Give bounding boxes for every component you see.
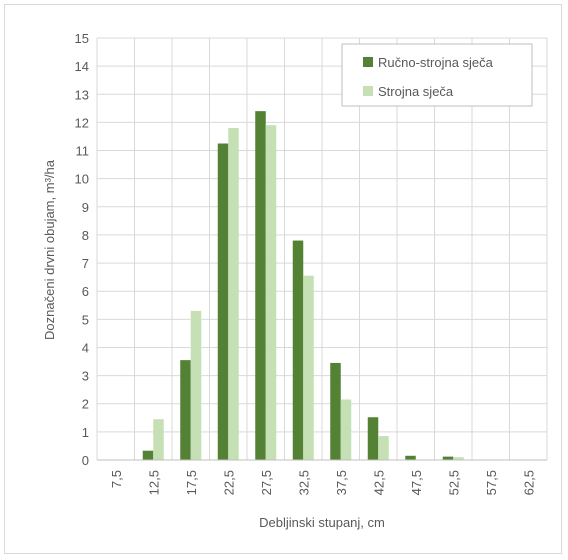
y-tick-label: 0 xyxy=(82,453,89,468)
legend-swatch-strojna xyxy=(363,86,373,96)
legend: Ručno-strojna sječa Strojna sječa xyxy=(341,43,533,107)
legend-label-rucno-strojna: Ručno-strojna sječa xyxy=(378,55,494,70)
x-tick-label: 32,5 xyxy=(296,470,311,495)
x-tick-label: 27,5 xyxy=(259,470,274,495)
x-tick-label: 12,5 xyxy=(146,470,161,495)
x-tick-label: 57,5 xyxy=(484,470,499,495)
x-tick-label: 17,5 xyxy=(184,470,199,495)
bar-rucno-strojna-2 xyxy=(180,360,191,460)
legend-label-strojna: Strojna sječa xyxy=(378,84,454,99)
y-tick-label: 3 xyxy=(82,369,89,384)
bar-rucno-strojna-8 xyxy=(405,455,416,460)
y-tick-label: 2 xyxy=(82,397,89,412)
y-tick-label: 8 xyxy=(82,228,89,243)
bar-rucno-strojna-5 xyxy=(292,240,304,460)
y-tick-label: 7 xyxy=(82,256,89,271)
legend-swatch-rucno-strojna xyxy=(363,57,373,67)
x-tick-label: 47,5 xyxy=(409,470,424,495)
x-tick-label: 52,5 xyxy=(446,470,461,495)
x-tick-label: 22,5 xyxy=(221,470,236,495)
bar-strojna-7 xyxy=(378,436,389,460)
bar-rucno-strojna-1 xyxy=(142,450,154,460)
y-tick-label: 10 xyxy=(75,172,89,187)
y-tick-label: 1 xyxy=(82,425,89,440)
bars xyxy=(142,111,464,461)
bar-rucno-strojna-4 xyxy=(255,111,266,460)
bar-rucno-strojna-7 xyxy=(367,417,379,460)
x-tick-labels: 7,5 12,5 17,5 22,5 27,5 32,5 37,5 42,5 47,5 52,5 5… xyxy=(109,470,537,495)
y-tick-label: 5 xyxy=(82,312,89,327)
bar-rucno-strojna-9 xyxy=(442,456,454,460)
grid-lines xyxy=(96,37,548,460)
y-tick-label: 12 xyxy=(75,115,89,130)
x-axis-label: Debljinski stupanj, cm xyxy=(259,515,385,530)
x-tick-label: 62,5 xyxy=(521,470,536,495)
y-axis-label: Doznačeni drvni obujam, m³/ha xyxy=(42,159,57,340)
bar-strojna-5 xyxy=(303,275,314,460)
x-tick-label: 37,5 xyxy=(334,470,349,495)
bar-strojna-3 xyxy=(228,128,239,460)
y-tick-label: 14 xyxy=(75,59,89,74)
y-tick-label: 11 xyxy=(76,144,90,159)
bar-strojna-2 xyxy=(190,310,202,460)
legend-box xyxy=(341,43,533,107)
bar-strojna-4 xyxy=(265,125,277,461)
y-tick-label: 6 xyxy=(82,284,89,299)
bar-strojna-1 xyxy=(153,419,164,460)
y-tick-label: 13 xyxy=(75,87,89,102)
bar-rucno-strojna-6 xyxy=(330,362,341,460)
bar-strojna-6 xyxy=(340,399,352,460)
y-tick-label: 4 xyxy=(82,340,89,355)
x-tick-label: 7,5 xyxy=(109,470,124,488)
y-tick-label: 15 xyxy=(75,31,89,46)
y-tick-label: 9 xyxy=(82,200,89,215)
bar-rucno-strojna-3 xyxy=(217,143,229,460)
bar-strojna-9 xyxy=(453,457,464,460)
x-tick-label: 42,5 xyxy=(371,470,386,495)
